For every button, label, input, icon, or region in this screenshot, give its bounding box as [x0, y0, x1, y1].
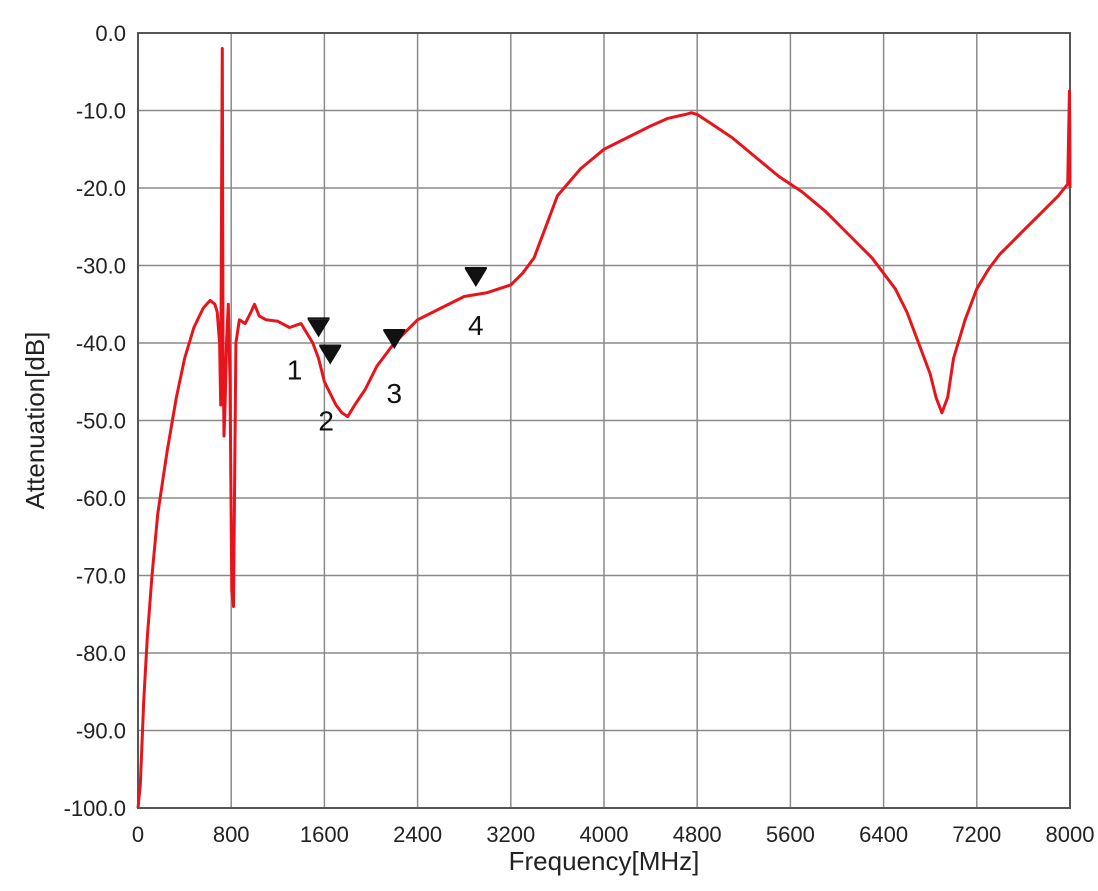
x-tick-label: 4000 — [580, 822, 629, 847]
y-tick-label: -90.0 — [76, 719, 126, 744]
x-tick-label: 7200 — [952, 822, 1001, 847]
y-tick-label: -80.0 — [76, 641, 126, 666]
marker-triangle-icon — [464, 269, 487, 287]
marker-1: 1 — [287, 317, 330, 385]
y-tick-label: -70.0 — [76, 564, 126, 589]
x-tick-label: 6400 — [859, 822, 908, 847]
markers: 12 3 4 — [287, 267, 487, 437]
y-tick-label: -100.0 — [64, 796, 126, 821]
y-tick-label: 0.0 — [95, 21, 126, 46]
x-tick-label: 5600 — [766, 822, 815, 847]
y-tick-label: -20.0 — [76, 176, 126, 201]
plot-frame — [137, 32, 1071, 809]
y-tick-label: -10.0 — [76, 99, 126, 124]
tick-labels: 0 800 1600 2400 3200 4000 4800 5600 6400 7200 8000… — [64, 21, 1095, 847]
x-tick-label: 1600 — [300, 822, 349, 847]
y-tick-label: -40.0 — [76, 331, 126, 356]
x-axis-label: Frequency[MHz] — [509, 846, 700, 876]
marker-3: 3 — [383, 329, 406, 409]
marker-label: 3 — [387, 378, 403, 409]
marker-triangle-icon — [307, 319, 330, 338]
marker-label: 1 — [287, 354, 303, 385]
y-tick-label: -60.0 — [76, 486, 126, 511]
attenuation-series-line — [136, 47, 1072, 809]
y-tick-label: -50.0 — [76, 409, 126, 434]
x-tick-label: 800 — [213, 822, 250, 847]
x-tick-label: 3200 — [486, 822, 535, 847]
x-tick-label: 2400 — [393, 822, 442, 847]
marker-label: 2 — [318, 406, 334, 437]
x-tick-label: 0 — [132, 822, 144, 847]
marker-triangle-icon — [383, 331, 406, 349]
y-tick-label: -30.0 — [76, 254, 126, 279]
marker-label: 4 — [468, 310, 484, 341]
x-tick-label: 8000 — [1046, 822, 1095, 847]
series — [136, 47, 1072, 809]
marker-4: 4 — [464, 267, 487, 341]
y-axis-label: Attenuation[dB] — [20, 332, 50, 510]
grid — [138, 33, 1070, 808]
marker-2: 2 — [318, 344, 342, 437]
x-tick-label: 4800 — [673, 822, 722, 847]
marker-triangle-icon — [319, 346, 342, 365]
